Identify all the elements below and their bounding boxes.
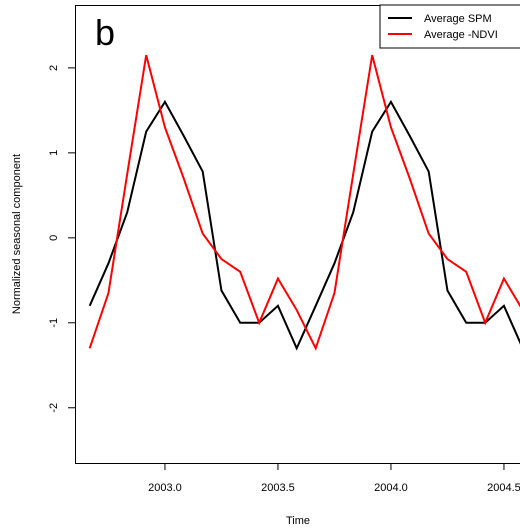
legend-box [379, 4, 520, 49]
x-tick-label: 2003.0 [148, 482, 182, 494]
plot-area [88, 54, 520, 351]
y-tick-label: 0 [48, 235, 60, 241]
y-tick-label: -2 [48, 403, 60, 413]
series-line [88, 99, 520, 351]
y-tick-label: 2 [48, 65, 60, 71]
plot-frame [75, 5, 520, 464]
y-tick-label: 1 [48, 150, 60, 156]
series-line [88, 54, 520, 351]
legend-label: Average SPM [424, 13, 492, 25]
y-tick-label: -1 [48, 318, 60, 328]
y-axis-label: Normalized seasonal component [11, 154, 23, 314]
panel-label: b [95, 12, 115, 53]
x-tick-label: 2004.5 [487, 482, 520, 494]
legend-label: Average -NDVI [424, 29, 498, 41]
x-tick-label: 2004.0 [374, 482, 408, 494]
x-axis-label: Time [286, 515, 310, 527]
x-tick-label: 2003.5 [261, 482, 295, 494]
